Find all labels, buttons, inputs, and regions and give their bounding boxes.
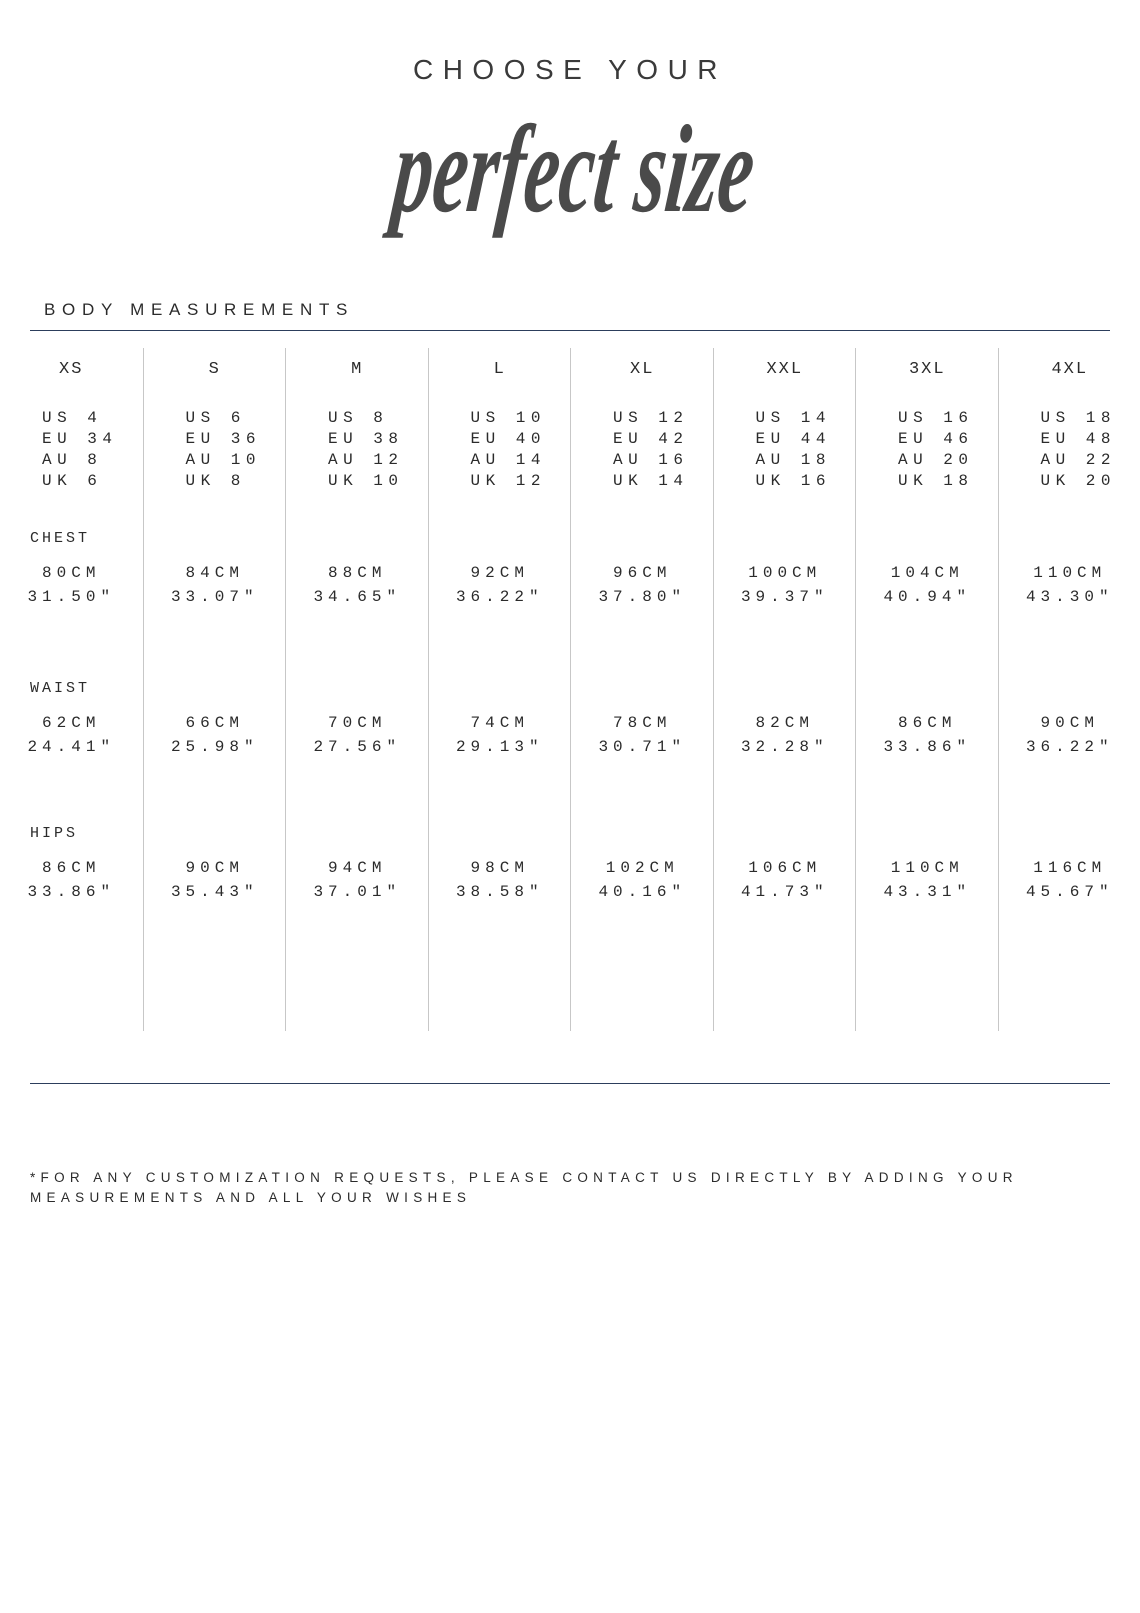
svg-text:perfect size: perfect size xyxy=(382,99,762,239)
